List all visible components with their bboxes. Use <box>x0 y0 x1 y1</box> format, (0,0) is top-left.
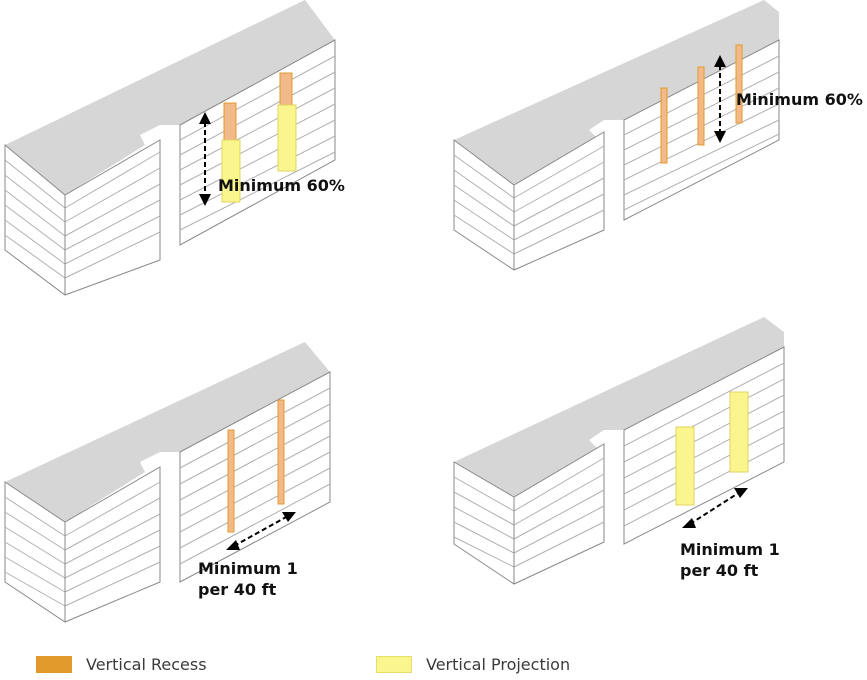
building-illustration: Minimum 1 per 40 ft <box>4 342 331 623</box>
legend-item-projection: Vertical Projection <box>376 655 570 674</box>
dimension-arrow <box>689 491 741 525</box>
vertical-recess <box>697 66 705 146</box>
diagram-panel-top-right: Minimum 60% <box>434 0 867 330</box>
diagram-panel-bottom-left: Minimum 1 per 40 ft <box>0 312 433 632</box>
vertical-recess <box>735 44 743 124</box>
panel-label: per 40 ft <box>680 561 759 580</box>
building-illustration: Minimum 60% <box>4 0 345 296</box>
building-illustration: Minimum 60% <box>453 0 863 271</box>
panel-label: Minimum 1 <box>198 559 298 578</box>
vertical-projection <box>221 139 241 203</box>
vertical-recess <box>227 429 235 533</box>
projection-swatch <box>376 656 412 673</box>
vertical-recess <box>660 87 668 164</box>
panel-label: Minimum 60% <box>218 176 345 195</box>
diagram-panel-top-left: Minimum 60% <box>0 0 433 330</box>
vertical-recess <box>223 102 237 144</box>
legend-label: Vertical Recess <box>86 655 207 674</box>
vertical-recess <box>277 399 285 505</box>
legend-label: Vertical Projection <box>426 655 571 674</box>
vertical-projection <box>675 426 695 506</box>
dimension-arrow <box>233 515 289 547</box>
legend-item-recess: Vertical Recess <box>36 655 207 674</box>
panel-label: per 40 ft <box>198 580 277 599</box>
building-illustration: Minimum 1 per 40 ft <box>453 317 785 585</box>
vertical-projection <box>277 104 297 172</box>
panel-label: Minimum 60% <box>736 90 863 109</box>
vertical-recess <box>279 72 293 109</box>
recess-swatch <box>36 656 72 673</box>
vertical-projection <box>729 391 749 473</box>
panel-label: Minimum 1 <box>680 540 780 559</box>
diagram-panel-bottom-right: Minimum 1 per 40 ft <box>434 312 867 632</box>
